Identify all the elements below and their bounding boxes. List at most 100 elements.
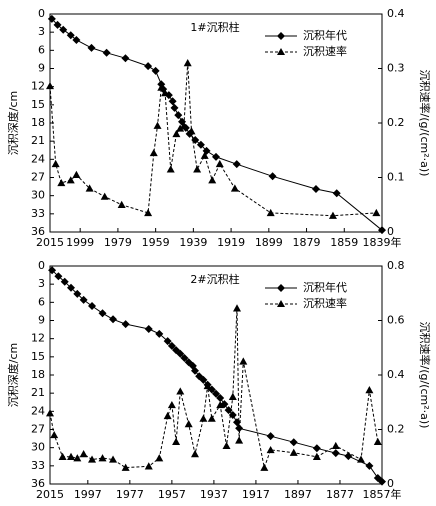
triangle-marker [239, 357, 248, 365]
triangle-marker [193, 165, 202, 173]
x-tick-label: 1859 [330, 236, 358, 249]
triangle-marker [73, 454, 82, 462]
triangle-marker [372, 208, 381, 217]
diamond-marker [59, 25, 68, 34]
x-tick-label: 1879 [293, 236, 321, 249]
y2-axis-label: 沉积速率/(g/(cm²·a)) [418, 322, 432, 429]
triangle-marker [179, 121, 188, 129]
x-tick-label: 1957 [158, 488, 186, 501]
diamond-marker [66, 31, 75, 40]
x-tick-label: 1977 [116, 488, 144, 501]
x-tick-label: 1919 [217, 236, 245, 249]
triangle-marker [157, 83, 166, 91]
diamond-marker [289, 438, 298, 447]
y2-tick-label: 0.3 [387, 62, 405, 75]
triangle-marker [121, 463, 130, 471]
y-tick-label: 36 [31, 225, 45, 238]
triangle-marker [98, 454, 107, 462]
triangle-marker [67, 452, 76, 460]
diamond-marker [48, 266, 57, 275]
panel-title: 1#沉积柱 [190, 20, 239, 34]
diamond-marker [331, 449, 340, 458]
diamond-marker [54, 272, 63, 281]
diamond-marker [365, 461, 374, 470]
triangle-marker [50, 430, 59, 439]
y-tick-label: 24 [31, 404, 45, 417]
y-tick-label: 6 [38, 43, 45, 56]
y-tick-label: 9 [38, 314, 45, 327]
y-tick-label: 33 [31, 207, 45, 220]
y-tick-label: 33 [31, 459, 45, 472]
diamond-marker [109, 315, 118, 324]
triangle-marker [51, 159, 60, 168]
diamond-marker [266, 432, 275, 441]
y-tick-label: 30 [31, 189, 45, 202]
x-tick-label: 1959 [142, 236, 170, 249]
diamond-marker [102, 48, 111, 57]
triangle-marker [153, 121, 162, 129]
x-tick-label: 2015 [36, 236, 64, 249]
y-tick-label: 27 [31, 171, 45, 184]
triangle-marker [176, 124, 185, 132]
diamond-marker [332, 189, 341, 198]
legend-marker [277, 300, 285, 307]
diamond-marker [72, 36, 81, 45]
y-tick-label: 0 [38, 7, 45, 20]
y2-axis-label: 沉积速率/(g/(cm²·a)) [418, 70, 432, 177]
triangle-marker [266, 445, 275, 454]
triangle-marker [176, 387, 185, 395]
diamond-marker [53, 20, 62, 29]
triangle-marker [100, 192, 109, 200]
diamond-marker [144, 324, 153, 333]
diamond-marker [176, 349, 185, 358]
triangle-marker [373, 437, 382, 445]
x-tick-label: 1997 [74, 488, 102, 501]
y-tick-label: 30 [31, 441, 45, 454]
triangle-marker [155, 454, 164, 462]
triangle-marker [365, 385, 374, 394]
y2-tick-label: 0.6 [387, 314, 405, 327]
triangle-marker [235, 436, 244, 444]
triangle-marker [88, 455, 97, 463]
legend-label: 沉积速率 [303, 44, 347, 58]
y-tick-label: 21 [31, 386, 45, 399]
x-tick-label: 1897 [284, 488, 312, 501]
diamond-marker [190, 366, 199, 375]
triangle-marker [222, 441, 231, 450]
triangle-marker [57, 178, 66, 187]
legend-marker [277, 32, 285, 40]
legend-label: 沉积年代 [303, 280, 347, 294]
diamond-marker [73, 289, 82, 298]
triangle-marker [46, 81, 54, 90]
triangle-marker [109, 455, 118, 463]
y2-tick-label: 0.4 [387, 7, 405, 20]
y-tick-label: 3 [38, 25, 45, 38]
triangle-marker [85, 184, 94, 192]
diamond-marker [88, 301, 97, 310]
triangle-marker [216, 400, 225, 409]
y2-tick-label: 0.8 [387, 259, 405, 272]
diamond-marker [312, 444, 321, 453]
triangle-marker [230, 184, 239, 192]
diamond-marker [151, 66, 160, 75]
y-tick-label: 27 [31, 423, 45, 436]
diamond-marker [67, 283, 76, 292]
y2-tick-label: 0.2 [387, 423, 405, 436]
triangle-marker [331, 441, 340, 450]
triangle-marker [266, 208, 275, 217]
diamond-marker [163, 337, 172, 346]
triangle-marker [207, 414, 216, 422]
diamond-marker [268, 172, 277, 181]
diamond-marker [168, 97, 177, 106]
x-tick-label: 1917 [242, 488, 270, 501]
diamond-marker [212, 152, 220, 161]
x-tick-label: 1877 [326, 488, 354, 501]
triangle-marker [208, 176, 217, 184]
y-tick-label: 15 [31, 98, 45, 111]
diamond-marker [170, 103, 179, 112]
y-tick-label: 6 [38, 295, 45, 308]
triangle-marker [144, 462, 153, 470]
triangle-marker [190, 450, 199, 458]
triangle-marker [58, 452, 67, 460]
legend-marker [277, 284, 285, 292]
